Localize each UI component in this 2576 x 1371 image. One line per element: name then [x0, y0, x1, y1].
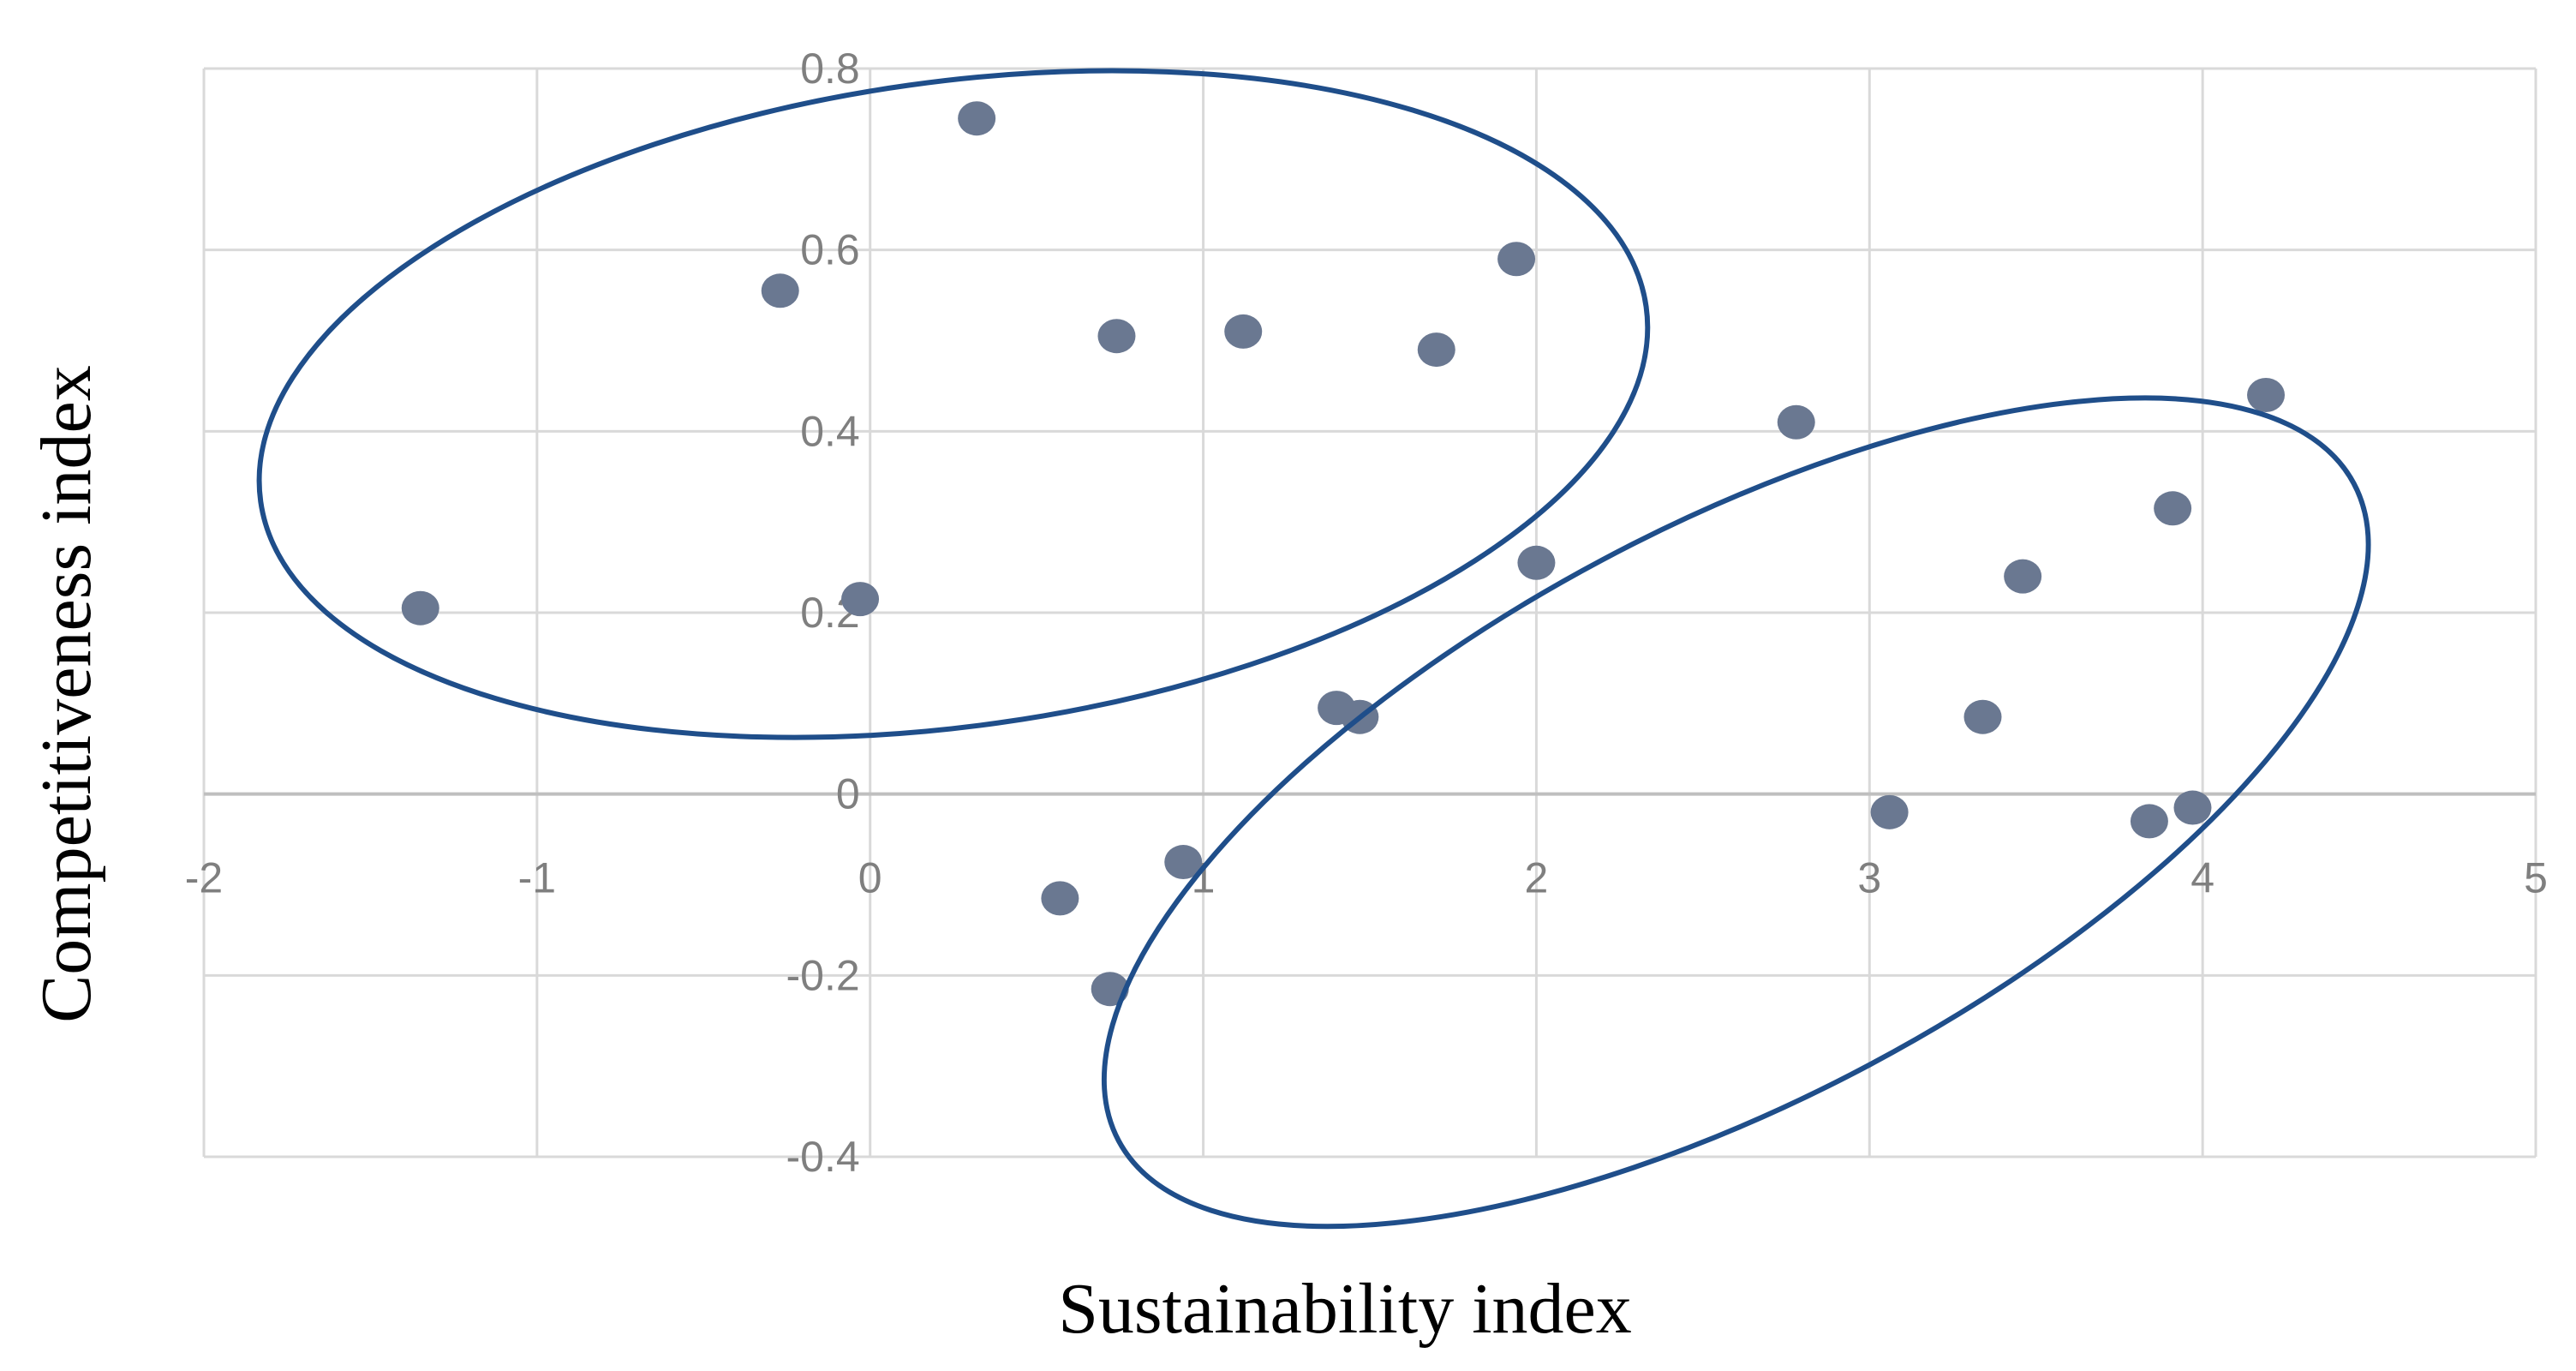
- data-points: [401, 101, 2286, 1007]
- data-point: [761, 273, 799, 308]
- x-tick-label: -1: [518, 854, 556, 902]
- data-point: [841, 582, 880, 617]
- x-axis-title: Sustainability index: [1058, 1269, 1632, 1349]
- data-point: [2154, 491, 2192, 526]
- data-point: [1097, 319, 1136, 354]
- x-tick-label: 4: [2190, 854, 2214, 902]
- data-point: [2004, 559, 2042, 594]
- x-tick-label: 5: [2524, 854, 2548, 902]
- data-point: [2130, 804, 2168, 839]
- grid: [202, 67, 2537, 1158]
- data-point: [1417, 332, 1455, 368]
- y-tick-label: 0.8: [800, 45, 860, 93]
- x-tick-labels: -2 -1 0 1 2 3 4 5: [185, 854, 2548, 902]
- y-tick-label: 0: [836, 770, 860, 818]
- data-point: [401, 590, 439, 626]
- data-point: [1041, 881, 1079, 916]
- cluster-ellipse: [1101, 395, 2371, 1230]
- data-point: [958, 101, 996, 136]
- x-tick-label: 0: [858, 854, 882, 902]
- data-point: [2247, 378, 2286, 412]
- data-point: [2173, 790, 2212, 825]
- y-tick-label: 0.6: [800, 226, 860, 274]
- data-point: [1517, 545, 1556, 580]
- x-tick-label: -2: [185, 854, 223, 902]
- data-point: [1164, 845, 1203, 880]
- y-tick-label: 0.4: [800, 407, 860, 455]
- cluster-ellipse: [256, 68, 1651, 740]
- data-point: [1963, 699, 2002, 734]
- y-axis-title: Competitiveness index: [27, 365, 106, 1023]
- x-tick-label: 3: [1857, 854, 1881, 902]
- data-point: [1497, 242, 1536, 277]
- data-point: [1870, 794, 1909, 829]
- y-tick-label: -0.4: [786, 1133, 860, 1181]
- data-point: [1224, 314, 1263, 349]
- x-tick-label: 2: [1525, 854, 1549, 902]
- y-tick-label: -0.2: [786, 951, 860, 999]
- cluster-ellipses: [256, 68, 2371, 1230]
- data-point: [1777, 404, 1815, 440]
